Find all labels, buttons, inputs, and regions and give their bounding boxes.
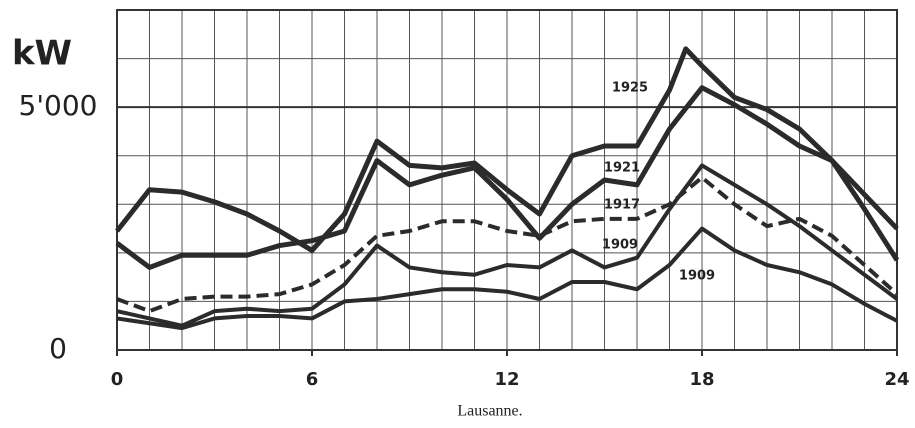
series-label: 1909 — [602, 238, 638, 253]
x-tick-label: 6 — [306, 369, 319, 390]
series-line — [116, 163, 899, 328]
series-label: 1921 — [604, 161, 640, 176]
series-label: 1917 — [604, 198, 640, 213]
x-tick-label: 0 — [111, 369, 124, 390]
series-line — [116, 175, 899, 314]
y-tick-label: 0 — [49, 332, 67, 365]
series-label: 1925 — [612, 81, 648, 96]
series-line — [116, 226, 898, 331]
y-axis-label: kW — [12, 34, 72, 74]
series-line — [115, 85, 900, 270]
caption: Lausanne. — [457, 403, 522, 420]
series-line — [115, 46, 899, 253]
series-label: 1909 — [679, 269, 715, 284]
x-tick-label: 24 — [884, 369, 909, 390]
x-tick-label: 12 — [494, 369, 519, 390]
x-tick-label: 18 — [689, 369, 714, 390]
y-tick-label: 5'000 — [19, 89, 98, 122]
